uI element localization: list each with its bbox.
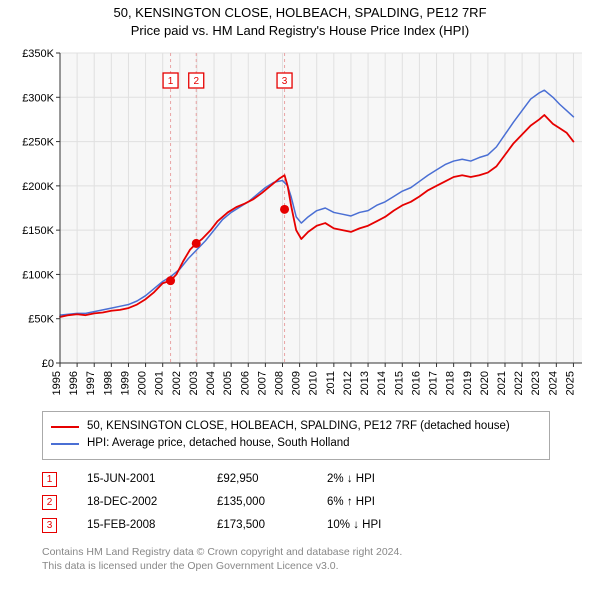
svg-text:2025: 2025 [564,371,576,395]
svg-text:2014: 2014 [376,371,388,395]
svg-text:£300K: £300K [22,92,54,104]
svg-text:2024: 2024 [547,371,559,395]
event-price: £135,000 [217,496,297,508]
event-row: 3 15-FEB-2008 £173,500 10% ↓ HPI [42,514,532,537]
svg-text:2017: 2017 [428,371,440,395]
svg-text:1: 1 [168,76,174,87]
svg-text:2000: 2000 [137,371,149,395]
legend-row: HPI: Average price, detached house, Sout… [51,435,541,452]
attribution-footer: Contains HM Land Registry data © Crown c… [42,545,590,573]
chart-title: 50, KENSINGTON CLOSE, HOLBEACH, SPALDING… [10,4,590,39]
page-root: 50, KENSINGTON CLOSE, HOLBEACH, SPALDING… [0,0,600,583]
legend-swatch [51,426,79,428]
svg-text:3: 3 [282,76,288,87]
svg-text:2009: 2009 [291,371,303,395]
svg-text:1999: 1999 [119,371,131,395]
svg-text:2008: 2008 [273,371,285,395]
sales-events-table: 1 15-JUN-2001 £92,950 2% ↓ HPI 2 18-DEC-2002 £… [42,468,532,537]
event-marker: 3 [42,518,57,533]
event-marker: 1 [42,472,57,487]
svg-text:2023: 2023 [530,371,542,395]
svg-text:2002: 2002 [171,371,183,395]
svg-text:2006: 2006 [239,371,251,395]
event-hpi: 10% ↓ HPI [327,519,447,531]
svg-text:£200K: £200K [22,181,54,193]
event-hpi: 6% ↑ HPI [327,496,447,508]
event-date: 15-JUN-2001 [87,473,187,485]
legend-row: 50, KENSINGTON CLOSE, HOLBEACH, SPALDING… [51,418,541,435]
svg-text:1996: 1996 [68,371,80,395]
svg-text:1995: 1995 [51,371,63,395]
chart-svg: £0 £50K £100K £150K £200K £250K £300K £350K 1995… [10,45,590,405]
svg-text:1998: 1998 [102,371,114,395]
event-marker: 2 [42,495,57,510]
svg-text:1997: 1997 [85,371,97,395]
footer-line1: Contains HM Land Registry data © Crown c… [42,546,402,558]
svg-text:2005: 2005 [222,371,234,395]
svg-text:2004: 2004 [205,371,217,395]
svg-text:2: 2 [193,76,199,87]
svg-text:£100K: £100K [22,270,54,282]
event-row: 1 15-JUN-2001 £92,950 2% ↓ HPI [42,468,532,491]
svg-text:£0: £0 [42,358,54,370]
svg-text:£150K: £150K [22,225,54,237]
svg-text:£250K: £250K [22,137,54,149]
legend-label: 50, KENSINGTON CLOSE, HOLBEACH, SPALDING… [87,418,510,435]
svg-text:2016: 2016 [410,371,422,395]
event-row: 2 18-DEC-2002 £135,000 6% ↑ HPI [42,491,532,514]
title-line1: 50, KENSINGTON CLOSE, HOLBEACH, SPALDING… [113,5,486,20]
svg-text:2010: 2010 [308,371,320,395]
title-line2: Price paid vs. HM Land Registry's House … [131,23,469,38]
svg-text:2020: 2020 [479,371,491,395]
svg-text:2021: 2021 [496,371,508,395]
price-chart: £0 £50K £100K £150K £200K £250K £300K £350K 1995… [10,45,590,405]
svg-text:2022: 2022 [513,371,525,395]
footer-line2: This data is licensed under the Open Gov… [42,560,339,572]
svg-text:2019: 2019 [462,371,474,395]
svg-text:£50K: £50K [28,314,54,326]
svg-text:2012: 2012 [342,371,354,395]
svg-text:£350K: £350K [22,48,54,60]
event-price: £173,500 [217,519,297,531]
svg-text:2001: 2001 [154,371,166,395]
svg-text:2013: 2013 [359,371,371,395]
svg-text:2007: 2007 [256,371,268,395]
svg-text:2011: 2011 [325,371,337,395]
legend-label: HPI: Average price, detached house, Sout… [87,435,350,452]
legend-swatch [51,443,79,445]
svg-text:2015: 2015 [393,371,405,395]
event-date: 15-FEB-2008 [87,519,187,531]
event-price: £92,950 [217,473,297,485]
event-hpi: 2% ↓ HPI [327,473,447,485]
event-date: 18-DEC-2002 [87,496,187,508]
svg-text:2003: 2003 [188,371,200,395]
legend: 50, KENSINGTON CLOSE, HOLBEACH, SPALDING… [42,411,550,460]
svg-text:2018: 2018 [445,371,457,395]
